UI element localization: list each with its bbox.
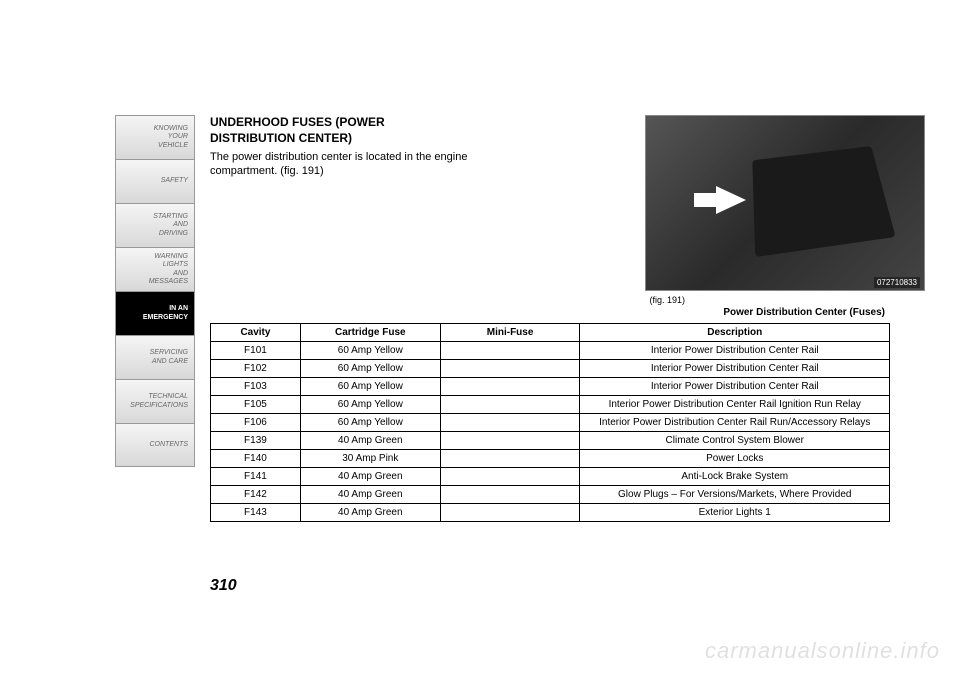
table-row: F10360 Amp YellowInterior Power Distribu… [211, 378, 890, 396]
photo-id: 072710833 [874, 277, 920, 288]
manual-page: KNOWING YOUR VEHICLE SAFETY STARTING AND… [115, 95, 925, 575]
table-body: F10160 Amp YellowInterior Power Distribu… [211, 342, 890, 522]
tab-in-an-emergency[interactable]: IN AN EMERGENCY [115, 291, 195, 335]
table-row: F10160 Amp YellowInterior Power Distribu… [211, 342, 890, 360]
col-description: Description [580, 324, 890, 342]
table-header-row: Cavity Cartridge Fuse Mini-Fuse Descript… [211, 324, 890, 342]
pointer-arrow-icon [716, 186, 746, 214]
heading-line-2: DISTRIBUTION CENTER) [210, 131, 352, 145]
fuse-table: Cavity Cartridge Fuse Mini-Fuse Descript… [210, 323, 890, 522]
heading-line-1: UNDERHOOD FUSES (POWER [210, 115, 385, 129]
tab-servicing-care[interactable]: SERVICING AND CARE [115, 335, 195, 379]
table-row: F10660 Amp YellowInterior Power Distribu… [211, 414, 890, 432]
tab-safety[interactable]: SAFETY [115, 159, 195, 203]
tab-technical-specs[interactable]: TECHNICAL SPECIFICATIONS [115, 379, 195, 423]
table-row: F14340 Amp GreenExterior Lights 1 [211, 504, 890, 522]
tab-starting-driving[interactable]: STARTING AND DRIVING [115, 203, 195, 247]
table-row: F14140 Amp GreenAnti-Lock Brake System [211, 468, 890, 486]
body-paragraph: The power distribution center is located… [210, 150, 510, 179]
table-row: F14240 Amp GreenGlow Plugs – For Version… [211, 486, 890, 504]
engine-photo: 072710833 [646, 116, 924, 290]
page-number: 310 [210, 577, 237, 595]
tab-contents[interactable]: CONTENTS [115, 423, 195, 467]
table-row: F10260 Amp YellowInterior Power Distribu… [211, 360, 890, 378]
table-row: F10560 Amp YellowInterior Power Distribu… [211, 396, 890, 414]
fuse-box-graphic [752, 146, 895, 257]
tab-knowing-vehicle[interactable]: KNOWING YOUR VEHICLE [115, 115, 195, 159]
section-tabs: KNOWING YOUR VEHICLE SAFETY STARTING AND… [115, 115, 195, 467]
table-row: F14030 Amp PinkPower Locks [211, 450, 890, 468]
watermark: carmanualsonline.info [705, 638, 940, 664]
table-row: F13940 Amp GreenClimate Control System B… [211, 432, 890, 450]
col-mini-fuse: Mini-Fuse [440, 324, 580, 342]
col-cartridge-fuse: Cartridge Fuse [300, 324, 440, 342]
figure-191: 072710833 [645, 115, 925, 291]
col-cavity: Cavity [211, 324, 301, 342]
figure-title: Power Distribution Center (Fuses) [723, 307, 885, 318]
figure-caption: (fig. 191) [649, 295, 685, 305]
tab-warning-lights[interactable]: WARNING LIGHTS AND MESSAGES [115, 247, 195, 291]
